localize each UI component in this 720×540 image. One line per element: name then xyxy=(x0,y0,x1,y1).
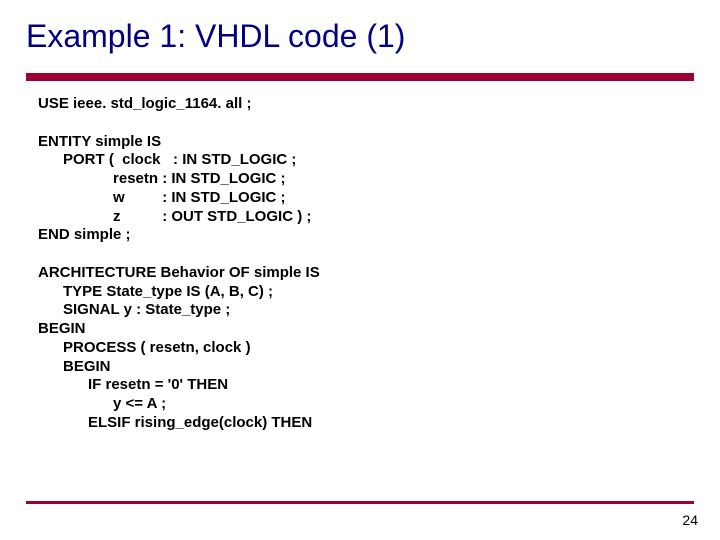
code-block: USE ieee. std_logic_1164. all ; ENTITY s… xyxy=(0,81,720,433)
slide-title: Example 1: VHDL code (1) xyxy=(0,0,720,55)
rule-bottom xyxy=(26,501,694,504)
page-number: 24 xyxy=(682,512,698,528)
rule-top xyxy=(26,73,694,81)
slide: Example 1: VHDL code (1) USE ieee. std_l… xyxy=(0,0,720,540)
